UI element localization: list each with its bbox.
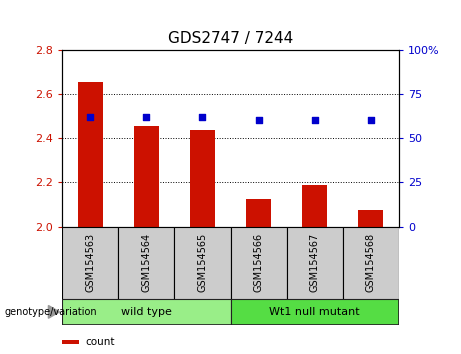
Bar xyxy=(134,126,159,227)
Text: GSM154565: GSM154565 xyxy=(197,233,207,292)
Bar xyxy=(287,227,343,299)
Text: genotype/variation: genotype/variation xyxy=(5,307,97,317)
Title: GDS2747 / 7244: GDS2747 / 7244 xyxy=(168,30,293,46)
Bar xyxy=(230,299,399,325)
Point xyxy=(255,118,262,123)
Bar xyxy=(246,199,271,227)
Text: Wt1 null mutant: Wt1 null mutant xyxy=(269,307,360,317)
Bar xyxy=(62,227,118,299)
Text: GSM154566: GSM154566 xyxy=(254,233,264,292)
Bar xyxy=(302,184,327,227)
Bar xyxy=(343,227,399,299)
Text: count: count xyxy=(86,337,115,347)
Bar xyxy=(118,227,174,299)
Point xyxy=(311,118,318,123)
Point xyxy=(142,114,150,120)
Text: GSM154567: GSM154567 xyxy=(310,233,319,292)
Bar xyxy=(190,130,215,227)
Polygon shape xyxy=(48,306,59,318)
Bar xyxy=(77,82,103,227)
Text: GSM154564: GSM154564 xyxy=(142,233,151,292)
Point xyxy=(367,118,374,123)
Point xyxy=(87,114,94,120)
Text: GSM154568: GSM154568 xyxy=(366,233,376,292)
Bar xyxy=(358,210,384,227)
Text: wild type: wild type xyxy=(121,307,172,317)
Bar xyxy=(62,340,79,344)
Bar xyxy=(62,299,230,325)
Bar xyxy=(230,227,287,299)
Bar xyxy=(174,227,230,299)
Point xyxy=(199,114,206,120)
Text: GSM154563: GSM154563 xyxy=(85,233,95,292)
